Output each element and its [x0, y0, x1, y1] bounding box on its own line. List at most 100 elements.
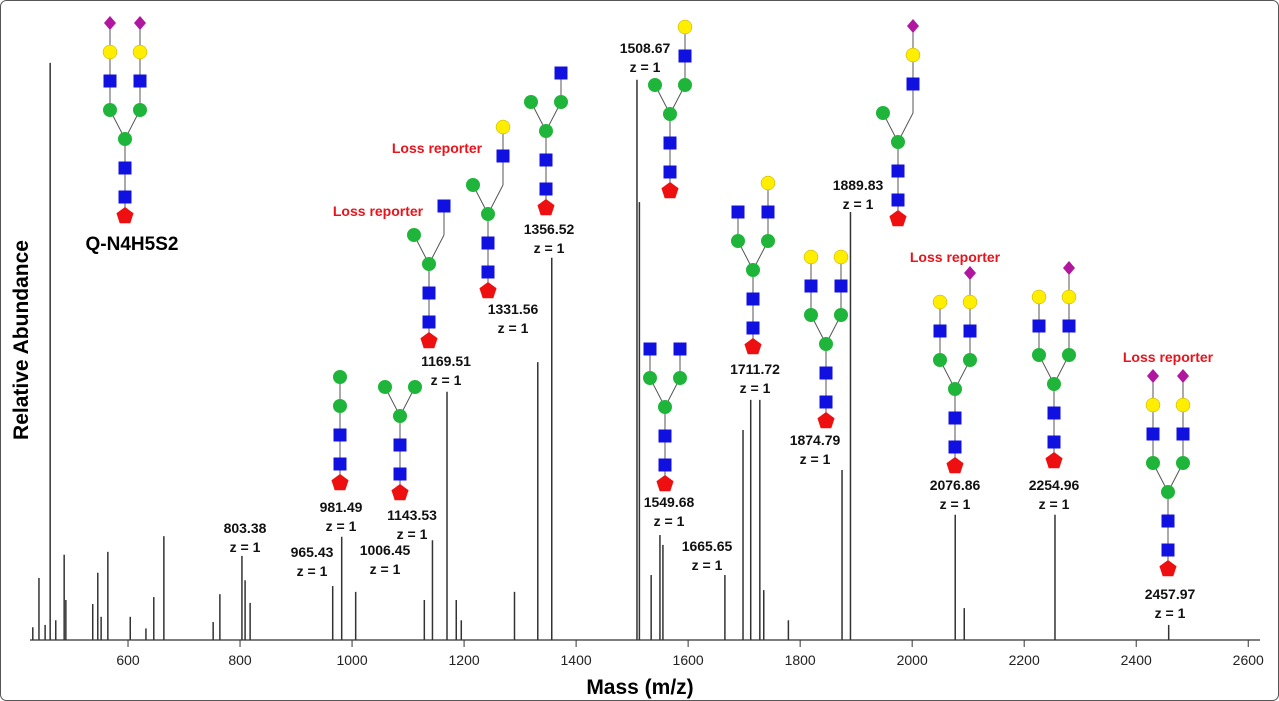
neuac	[907, 19, 919, 33]
mannose	[393, 409, 407, 423]
reducing-end	[331, 474, 349, 491]
charge-label: z = 1	[940, 496, 971, 512]
galactose	[1175, 397, 1191, 413]
mannose	[408, 380, 422, 394]
glcnac	[481, 236, 495, 250]
reducing-end	[661, 182, 679, 199]
reducing-end	[391, 484, 409, 501]
peak-label: 981.49	[320, 499, 363, 515]
y-axis-label: Relative Abundance	[10, 240, 33, 440]
charge-label: z = 1	[1039, 496, 1070, 512]
glcnac	[333, 457, 347, 471]
glcnac	[422, 315, 436, 329]
peak-label: 1665.65	[682, 538, 733, 554]
galactose	[760, 175, 776, 191]
peak-label: 1508.67	[620, 40, 671, 56]
mannose	[103, 103, 117, 117]
charge-label: z = 1	[498, 320, 529, 336]
x-tick-label: 1200	[449, 652, 480, 668]
glcnac	[496, 149, 510, 163]
mannose	[963, 353, 977, 367]
x-tick-label: 2600	[1233, 652, 1264, 668]
peak-label: 2254.96	[1029, 477, 1080, 493]
glcnac	[393, 438, 407, 452]
charge-label: z = 1	[297, 563, 328, 579]
mannose	[118, 132, 132, 146]
peak-label: 2457.97	[1145, 586, 1196, 602]
reducing-end	[479, 282, 497, 299]
reducing-end	[420, 332, 438, 349]
mannose	[1032, 348, 1046, 362]
x-tick-label: 600	[116, 652, 140, 668]
x-axis-label: Mass (m/z)	[586, 676, 693, 699]
neuac	[1177, 369, 1189, 383]
peak-label: 1331.56	[488, 301, 539, 317]
glcnac	[804, 279, 818, 293]
charge-label: z = 1	[843, 196, 874, 212]
glcnac	[1047, 406, 1061, 420]
glcnac	[891, 164, 905, 178]
reducing-end	[817, 412, 835, 429]
peak-label: 803.38	[224, 520, 267, 536]
mannose	[333, 399, 347, 413]
mannose	[891, 135, 905, 149]
glcnac	[554, 66, 568, 80]
galactose	[1031, 289, 1047, 305]
glcnac	[1161, 543, 1175, 557]
glcnac	[333, 428, 347, 442]
glcnac	[643, 342, 657, 356]
mannose	[554, 95, 568, 109]
peak-label: 2076.86	[930, 477, 981, 493]
peak-label: 1169.51	[421, 353, 471, 369]
charge-label: z = 1	[630, 59, 661, 75]
mannose	[643, 371, 657, 385]
glcnac	[963, 324, 977, 338]
reducing-end	[946, 457, 964, 474]
glcnac	[731, 205, 745, 219]
mannose	[746, 263, 760, 277]
x-tick-label: 1600	[673, 652, 704, 668]
mannose	[1161, 485, 1175, 499]
glcnac	[906, 77, 920, 91]
reducing-end	[889, 210, 907, 227]
mannose	[663, 107, 677, 121]
glcnac	[658, 429, 672, 443]
x-tick-label: 1000	[336, 652, 367, 668]
mannose	[422, 257, 436, 271]
mannose	[876, 106, 890, 120]
peak-label: 1143.53	[387, 507, 437, 523]
peak-label: 1874.79	[790, 432, 841, 448]
peak-label: 1356.52	[524, 221, 575, 237]
x-tick-label: 1400	[561, 652, 592, 668]
glcnac	[761, 205, 775, 219]
mannose	[407, 228, 421, 242]
x-tick-label: 2200	[1009, 652, 1040, 668]
glcnac	[746, 321, 760, 335]
glcnac	[933, 324, 947, 338]
charge-label: z = 1	[397, 526, 428, 542]
glcnac	[437, 199, 451, 213]
glcnac	[819, 366, 833, 380]
charge-label: z = 1	[431, 372, 462, 388]
charge-label: z = 1	[800, 451, 831, 467]
charge-label: z = 1	[1155, 605, 1186, 621]
mannose	[524, 95, 538, 109]
neuac	[1147, 369, 1159, 383]
peak-label: 1711.72	[730, 361, 780, 377]
mannose	[133, 103, 147, 117]
mannose	[678, 78, 692, 92]
mannose	[481, 207, 495, 221]
glcnac	[663, 165, 677, 179]
x-tick-label: 800	[228, 652, 252, 668]
neuac	[134, 16, 146, 30]
glcnac	[118, 161, 132, 175]
mannose	[804, 308, 818, 322]
galactose	[932, 294, 948, 310]
glcnac	[481, 265, 495, 279]
mannose	[648, 78, 662, 92]
glcnac	[746, 292, 760, 306]
loss-reporter: Loss reporter	[333, 203, 424, 219]
glcnac	[118, 190, 132, 204]
loss-reporter: Loss reporter	[910, 249, 1001, 265]
glcnac	[1062, 319, 1076, 333]
